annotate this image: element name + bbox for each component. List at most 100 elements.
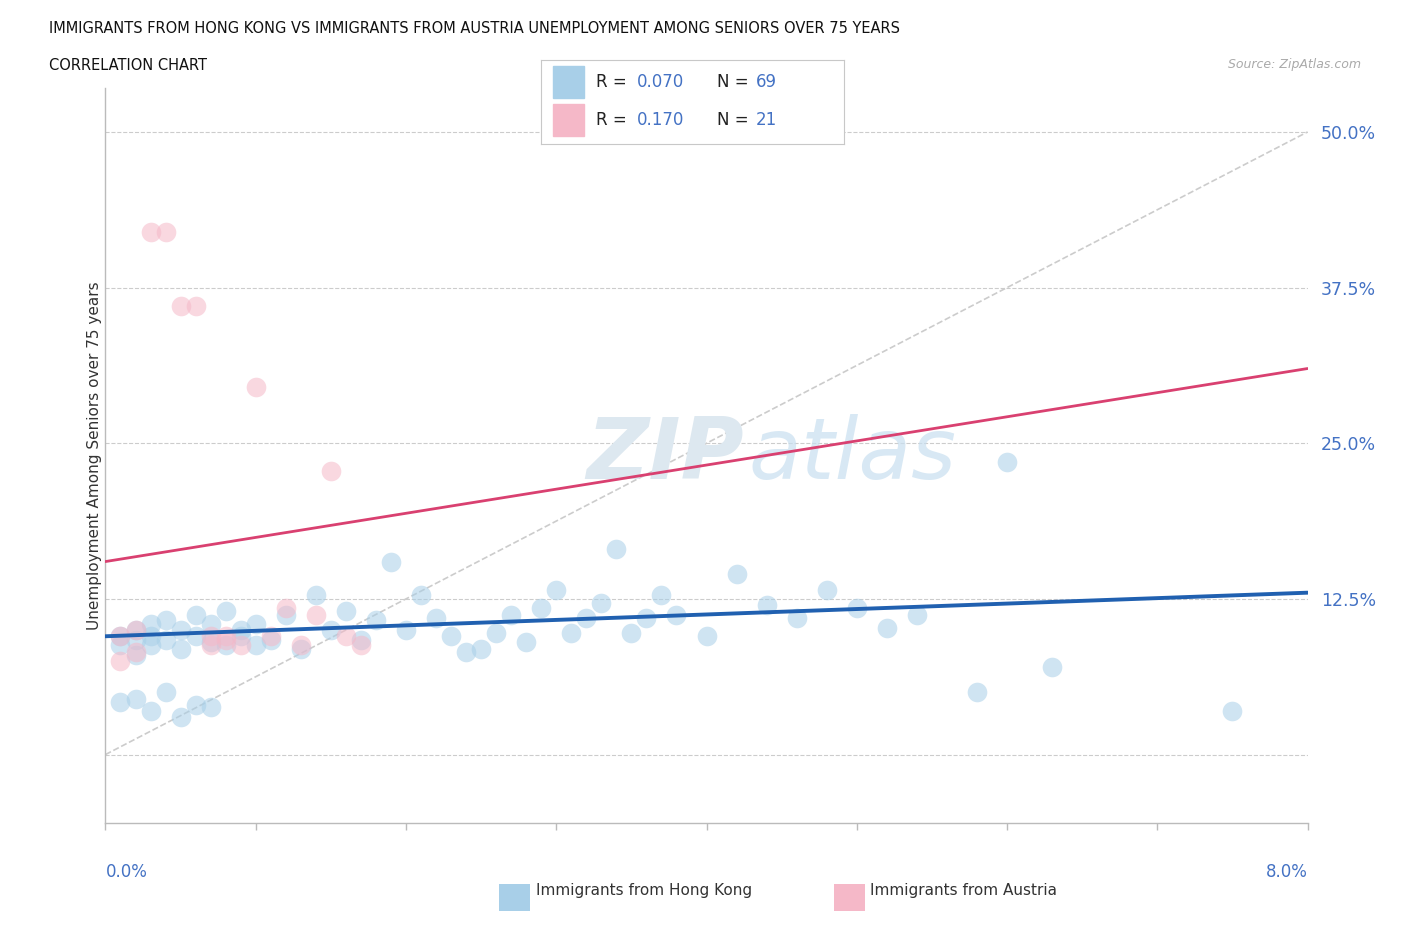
Point [350,638,373,653]
Point [274,607,297,622]
Point [229,638,252,653]
Point [260,629,283,644]
Point [665,607,688,622]
Point [725,566,748,581]
Point [905,607,928,622]
Text: R =: R = [596,73,627,91]
Point [124,691,146,706]
Point [560,625,582,640]
Point [169,299,191,313]
Point [169,642,191,657]
Point [485,625,508,640]
Bar [554,104,583,136]
Point [395,622,418,637]
Point [591,595,613,610]
Point [229,629,252,644]
Point [110,654,132,669]
Point [200,638,222,653]
Point [155,613,177,628]
Text: 21: 21 [756,111,778,129]
Point [139,703,162,718]
Text: 0.170: 0.170 [637,111,683,129]
Point [815,583,838,598]
Point [305,607,328,622]
Text: Immigrants from Austria: Immigrants from Austria [870,884,1057,898]
Point [110,638,132,653]
Point [290,642,312,657]
Point [260,632,283,647]
Point [786,610,808,625]
Point [319,463,342,478]
Point [200,635,222,650]
Point [169,622,191,637]
Point [409,588,432,603]
Point [124,622,146,637]
Point [876,620,898,635]
Point [530,600,553,615]
Point [184,629,207,644]
Text: 69: 69 [756,73,778,91]
Point [454,645,477,660]
Point [650,588,672,603]
Text: CORRELATION CHART: CORRELATION CHART [49,58,207,73]
Point [110,695,132,710]
Point [184,607,207,622]
Point [184,698,207,712]
Point [200,699,222,714]
Point [966,684,988,699]
Point [335,629,357,644]
Point [245,617,267,631]
Point [845,600,868,615]
Point [1040,660,1063,675]
Text: 0.070: 0.070 [637,73,683,91]
Point [470,642,492,657]
Point [124,647,146,662]
Point [696,629,718,644]
Point [319,622,342,637]
Point [380,554,402,569]
Point [440,629,463,644]
Point [636,610,658,625]
Point [155,224,177,239]
Point [214,629,236,644]
Point [214,638,236,653]
Text: R =: R = [596,111,627,129]
Point [110,629,132,644]
Point [229,622,252,637]
Text: atlas: atlas [748,414,956,498]
Point [155,684,177,699]
Point [110,629,132,644]
Point [245,379,267,394]
Point [605,541,627,556]
Text: ZIP: ZIP [586,414,744,498]
Point [124,645,146,660]
Point [501,607,523,622]
Text: N =: N = [717,111,748,129]
Point [169,710,191,724]
Text: Immigrants from Hong Kong: Immigrants from Hong Kong [536,884,752,898]
Text: Source: ZipAtlas.com: Source: ZipAtlas.com [1227,58,1361,71]
Point [290,638,312,653]
Point [139,224,162,239]
Point [124,622,146,637]
Text: N =: N = [717,73,748,91]
Bar [554,66,583,99]
Y-axis label: Unemployment Among Seniors over 75 years: Unemployment Among Seniors over 75 years [87,282,101,630]
Point [274,600,297,615]
Point [184,299,207,313]
Point [515,635,537,650]
Point [620,625,643,640]
Point [364,613,387,628]
Point [155,632,177,647]
Point [214,604,236,618]
Text: IMMIGRANTS FROM HONG KONG VS IMMIGRANTS FROM AUSTRIA UNEMPLOYMENT AMONG SENIORS : IMMIGRANTS FROM HONG KONG VS IMMIGRANTS … [49,21,900,36]
Point [305,588,328,603]
Point [139,638,162,653]
Point [139,617,162,631]
Point [124,632,146,647]
Text: 0.0%: 0.0% [105,863,148,881]
Point [335,604,357,618]
Point [200,629,222,644]
Point [755,598,778,613]
Point [139,629,162,644]
